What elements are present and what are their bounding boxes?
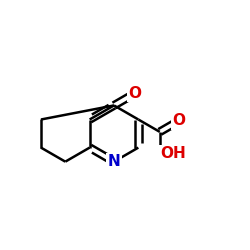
Text: O: O [128, 86, 141, 101]
Text: OH: OH [160, 146, 186, 161]
Text: N: N [108, 154, 120, 169]
Text: O: O [172, 114, 185, 128]
